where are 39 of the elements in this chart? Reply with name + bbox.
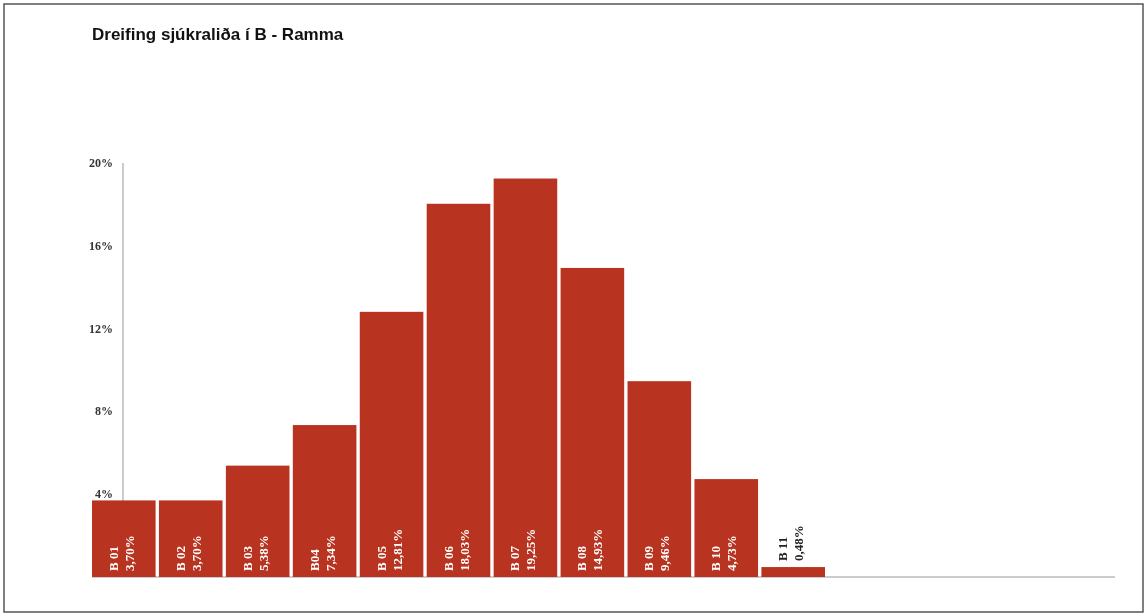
bar bbox=[627, 381, 692, 577]
chart-title: Dreifing sjúkraliða í B - Ramma bbox=[92, 25, 344, 44]
data-label: 5,38% bbox=[255, 535, 271, 571]
bar bbox=[225, 465, 290, 577]
x-tick-label: B 09 bbox=[641, 545, 657, 571]
bar bbox=[292, 425, 357, 577]
x-tick-label: B 10 bbox=[708, 546, 724, 571]
data-label: 12,81% bbox=[389, 528, 405, 571]
x-tick-label: B 08 bbox=[574, 545, 590, 571]
bar bbox=[694, 479, 759, 577]
y-tick-label: 12% bbox=[89, 321, 113, 336]
bar bbox=[426, 203, 491, 577]
x-tick-label: B04 bbox=[306, 548, 322, 571]
data-label: 7,34% bbox=[322, 535, 338, 571]
data-label: 3,70% bbox=[121, 535, 137, 571]
bar bbox=[560, 267, 625, 577]
bar bbox=[92, 500, 156, 577]
data-label: 19,25% bbox=[523, 528, 539, 571]
x-tick-label: B 07 bbox=[507, 545, 523, 571]
bar bbox=[493, 178, 558, 577]
data-label: 4,73% bbox=[724, 535, 740, 571]
x-tick-label: B 06 bbox=[440, 545, 456, 571]
data-label: 0,48% bbox=[791, 525, 807, 562]
data-label: 18,03% bbox=[456, 528, 472, 571]
y-tick-label: 20% bbox=[89, 156, 113, 170]
x-tick-label: B 02 bbox=[172, 546, 188, 571]
y-tick-label: 8% bbox=[95, 404, 113, 419]
bar bbox=[359, 311, 424, 577]
x-tick-label: B 05 bbox=[373, 545, 389, 571]
y-tick-label: 4% bbox=[95, 487, 113, 502]
data-label: 14,93% bbox=[590, 528, 606, 571]
x-tick-label: B 11 bbox=[775, 536, 791, 562]
data-label: 9,46% bbox=[657, 535, 673, 571]
data-label: 3,70% bbox=[188, 535, 204, 571]
bar bbox=[158, 500, 223, 577]
bar bbox=[761, 567, 825, 577]
y-tick-label: 16% bbox=[89, 238, 113, 253]
x-tick-label: B 03 bbox=[239, 545, 255, 571]
x-tick-label: B 01 bbox=[105, 546, 121, 571]
